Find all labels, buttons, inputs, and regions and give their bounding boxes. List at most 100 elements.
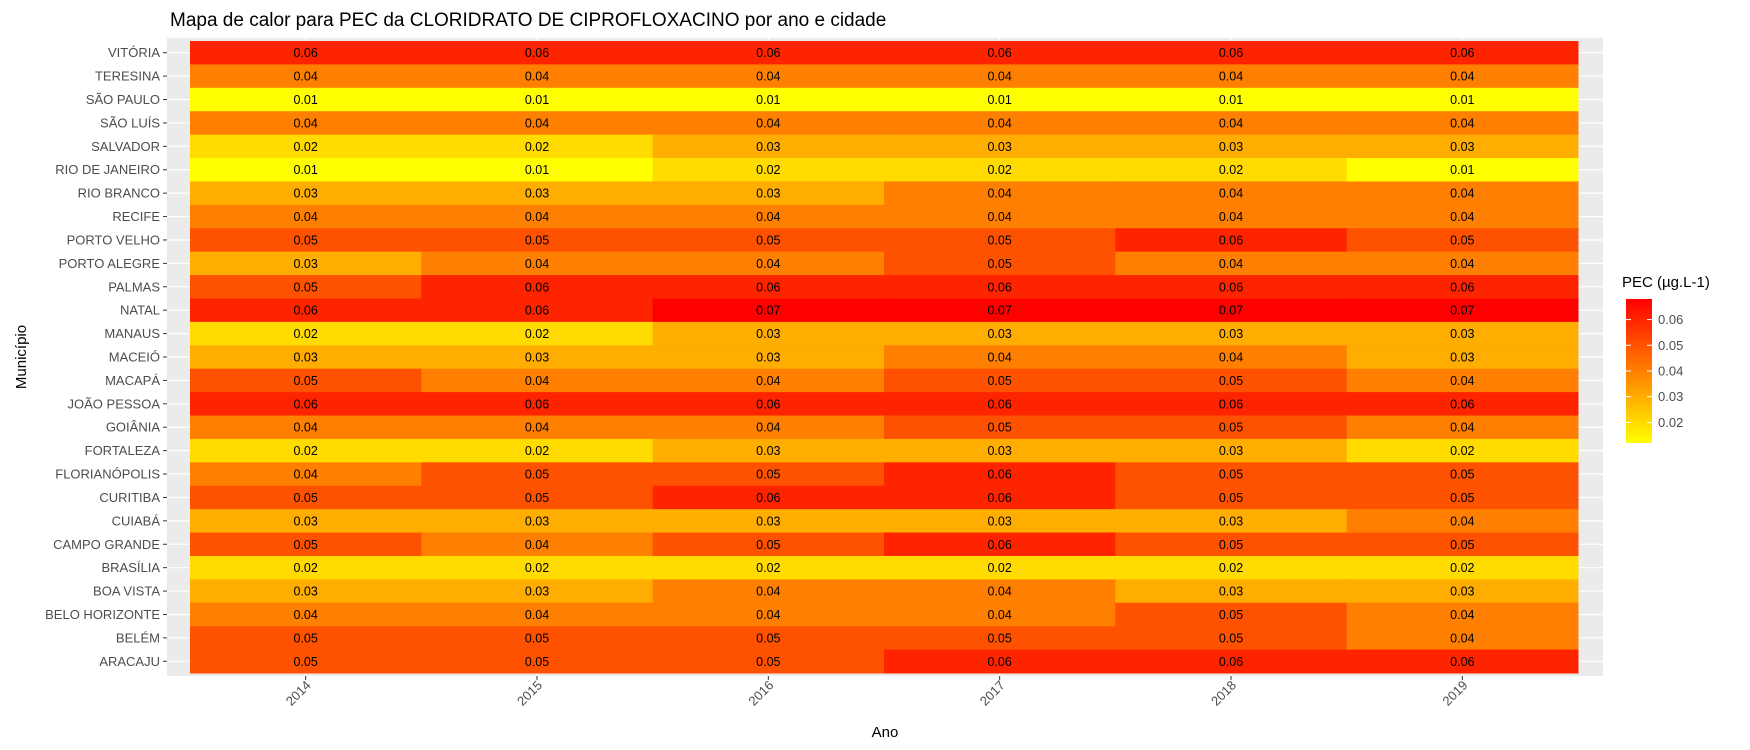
cell-value-label: 0.03	[756, 444, 780, 458]
heatmap-cell	[1115, 602, 1348, 627]
heatmap-cell	[1115, 509, 1348, 534]
heatmap-cell	[1115, 438, 1348, 463]
heatmap-cell	[652, 275, 885, 299]
heatmap-cell	[1115, 251, 1348, 276]
x-tick-label: 2017	[977, 678, 1008, 709]
cell-value-label: 0.06	[756, 397, 780, 411]
cell-value-label: 0.07	[1219, 304, 1243, 318]
y-tick-label: BOA VISTA	[93, 584, 160, 599]
legend: PEC (µg.L-1) 0.02 0.03 0.04 0.05 0.06	[1622, 274, 1710, 443]
heatmap-cell	[1346, 626, 1579, 651]
cell-value-label: 0.05	[525, 491, 549, 505]
cell-value-label: 0.06	[525, 397, 549, 411]
y-tick-label: TERESINA	[95, 69, 160, 84]
cell-value-label: 0.03	[987, 327, 1011, 341]
heatmap-cell	[1115, 415, 1348, 440]
cell-value-label: 0.04	[756, 116, 780, 130]
cell-value-label: 0.04	[293, 608, 317, 622]
x-tick-label: 2016	[745, 678, 776, 709]
heatmap-cell	[652, 532, 885, 557]
heatmap-cell	[652, 555, 885, 580]
cell-value-label: 0.03	[987, 140, 1011, 154]
heatmap-cell	[1346, 181, 1579, 206]
heatmap-cell	[190, 626, 422, 651]
legend-tick-label: 0.02	[1658, 415, 1683, 430]
cell-value-label: 0.05	[756, 468, 780, 482]
cell-value-label: 0.06	[987, 491, 1011, 505]
cell-value-label: 0.04	[525, 257, 549, 271]
heatmap-cell	[190, 532, 422, 557]
heatmap-cell	[652, 579, 885, 604]
heatmap-cell	[1115, 41, 1348, 65]
legend-ticks: 0.02 0.03 0.04 0.05 0.06	[1626, 312, 1683, 430]
heatmap-cell	[421, 321, 654, 346]
heatmap-cell	[190, 41, 422, 65]
cell-value-label: 0.05	[1450, 233, 1474, 247]
heatmap-cell	[421, 251, 654, 276]
cell-value-label: 0.04	[987, 70, 1011, 84]
cell-value-label: 0.05	[1219, 421, 1243, 435]
cell-value-label: 0.04	[1450, 187, 1474, 201]
cell-value-label: 0.04	[756, 608, 780, 622]
heatmap-cell	[652, 111, 885, 136]
heatmap-cell	[884, 345, 1116, 370]
heatmap-cell	[884, 321, 1116, 346]
cell-value-label: 0.03	[1219, 514, 1243, 528]
x-tick-label: 2018	[1208, 678, 1239, 709]
heatmap-cell	[1115, 555, 1348, 580]
cell-value-label: 0.06	[1450, 46, 1474, 60]
y-tick-label: CURITIBA	[99, 490, 160, 505]
cell-value-label: 0.05	[987, 233, 1011, 247]
heatmap-cell	[884, 111, 1116, 136]
heatmap-cell	[884, 275, 1116, 299]
heatmap-cell	[652, 368, 885, 393]
cell-value-label: 0.03	[1450, 140, 1474, 154]
x-tick-label: 2015	[514, 678, 545, 709]
cell-value-label: 0.03	[525, 514, 549, 528]
heatmap-cell	[421, 579, 654, 604]
cell-value-label: 0.03	[525, 351, 549, 365]
cell-value-label: 0.05	[293, 538, 317, 552]
heatmap-cell	[652, 392, 885, 417]
cell-value-label: 0.04	[525, 538, 549, 552]
heatmap-cell	[652, 462, 885, 487]
heatmap-cell	[421, 181, 654, 206]
heatmap-cell	[652, 485, 885, 510]
cell-value-label: 0.06	[1219, 397, 1243, 411]
cell-value-label: 0.05	[756, 233, 780, 247]
legend-tick-label: 0.03	[1658, 389, 1683, 404]
cell-value-label: 0.04	[987, 210, 1011, 224]
cell-value-label: 0.05	[756, 538, 780, 552]
heatmap-cell	[884, 181, 1116, 206]
y-axis-title: Município	[13, 325, 30, 389]
cell-value-label: 0.04	[525, 608, 549, 622]
x-axis-title: Ano	[872, 724, 899, 741]
heatmap-cell	[1346, 532, 1579, 557]
heatmap-cell	[421, 368, 654, 393]
y-tick-label: NATAL	[120, 303, 160, 318]
y-tick-label: SÃO LUÍS	[100, 115, 160, 130]
heatmap-cell	[1346, 204, 1579, 229]
y-tick-label: PORTO VELHO	[67, 232, 160, 247]
heatmap-cell	[652, 181, 885, 206]
heatmap-cell	[884, 298, 1116, 323]
y-tick-label: SALVADOR	[91, 139, 160, 154]
cell-value-label: 0.06	[756, 280, 780, 294]
cell-value-label: 0.03	[987, 444, 1011, 458]
heatmap-cell	[190, 649, 422, 674]
heatmap-cell	[1346, 158, 1579, 182]
heatmap-cell	[884, 251, 1116, 276]
y-tick-label: FORTALEZA	[85, 443, 161, 458]
y-tick-label: RIO BRANCO	[78, 186, 160, 201]
heatmap-cell	[421, 649, 654, 674]
heatmap-cell	[421, 158, 654, 182]
heatmap-cell	[190, 111, 422, 136]
heatmap-cell	[1346, 415, 1579, 440]
cell-value-label: 0.04	[293, 116, 317, 130]
cell-value-label: 0.04	[525, 374, 549, 388]
cell-value-label: 0.03	[1450, 351, 1474, 365]
cell-value-label: 0.04	[525, 116, 549, 130]
cell-value-label: 0.01	[525, 163, 549, 177]
heatmap-cell	[1346, 392, 1579, 417]
